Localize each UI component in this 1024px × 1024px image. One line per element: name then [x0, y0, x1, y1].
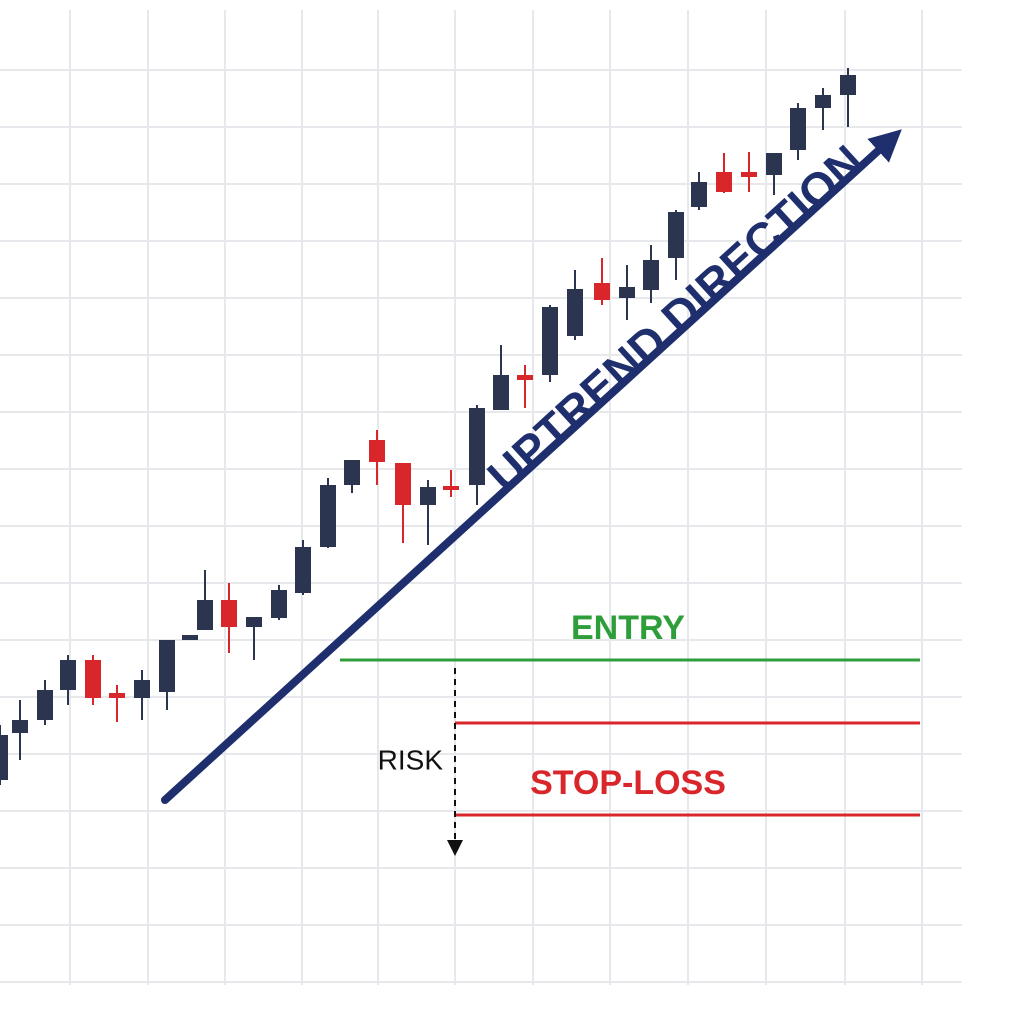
level-label: STOP-LOSS	[530, 764, 726, 802]
candle-body	[369, 440, 385, 462]
candle-body	[246, 617, 262, 627]
candle-body	[109, 693, 125, 698]
candle-body	[85, 660, 101, 698]
candle-body	[643, 260, 659, 290]
candle-body	[271, 590, 287, 618]
candle-body	[134, 680, 150, 698]
candle-body	[493, 375, 509, 410]
candle-body	[741, 172, 757, 177]
candle-body	[517, 375, 533, 380]
candle-body	[182, 635, 198, 640]
candle-body	[344, 460, 360, 485]
candle-body	[159, 640, 175, 692]
candle-body	[60, 660, 76, 690]
trend-arrow	[161, 129, 902, 804]
candle-body	[567, 289, 583, 336]
candle-body	[0, 735, 8, 780]
candle-body	[619, 287, 635, 298]
candle-body	[37, 690, 53, 720]
candle-body	[840, 75, 856, 95]
candle-body	[320, 485, 336, 547]
candle-body	[221, 600, 237, 627]
candle-body	[815, 95, 831, 108]
candle-body	[395, 463, 411, 505]
candle-body	[766, 153, 782, 175]
candle-body	[197, 600, 213, 630]
trend-label: UPTREND DIRECTION	[477, 135, 873, 502]
candle-body	[295, 547, 311, 593]
candle-body	[716, 172, 732, 192]
candle-body	[469, 408, 485, 485]
risk-label: RISK	[378, 744, 444, 775]
candle-body	[691, 182, 707, 207]
level-label: ENTRY	[571, 609, 685, 647]
candle-body	[443, 486, 459, 490]
candle-body	[420, 487, 436, 505]
candle-body	[542, 307, 558, 375]
candle-body	[668, 212, 684, 258]
candle-body	[790, 108, 806, 150]
candle-body	[594, 283, 610, 300]
candle-body	[12, 720, 28, 733]
